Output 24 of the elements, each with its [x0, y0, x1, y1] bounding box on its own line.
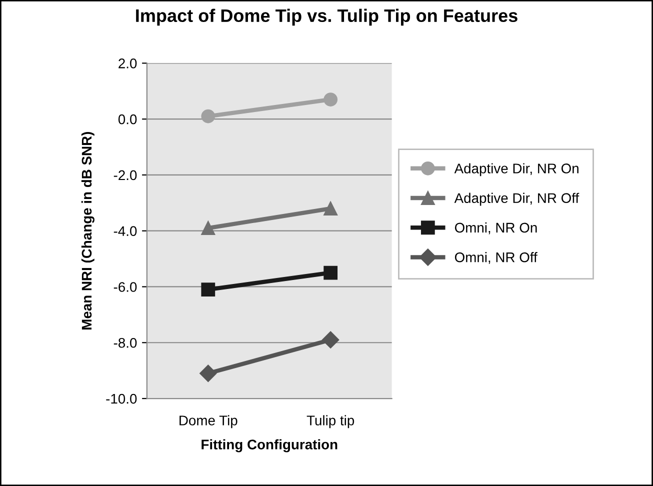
point: [201, 109, 216, 124]
point: [322, 331, 340, 348]
y-axis-title: Mean NRI (Change in dB SNR): [81, 132, 94, 330]
point: [201, 221, 216, 235]
legend-label: Omni, NR Off: [454, 252, 538, 264]
y-tick-label: 0.0: [118, 114, 137, 124]
x-tick-label: Dome Tip: [180, 415, 238, 428]
y-tick-label: -4.0: [114, 226, 137, 236]
legend-label: Adaptive Dir, NR On: [454, 163, 578, 176]
point: [324, 92, 338, 106]
y-tick-label: -6.0: [114, 282, 137, 292]
x-axis-title: Fitting Configuration: [202, 439, 338, 452]
point: [201, 282, 216, 296]
point: [324, 202, 338, 216]
x-tick-label: Tulip tip: [306, 415, 354, 428]
y-tick-label: -8.0: [114, 338, 137, 348]
y-tick-label: -2.0: [114, 170, 137, 180]
point: [200, 364, 217, 382]
legend-label: Adaptive Dir, NR Off: [454, 192, 580, 206]
y-tick-label: 2.0: [118, 58, 137, 68]
y-tick-label: -10.0: [106, 394, 137, 404]
chart-title: Impact of Dome Tip vs. Tulip Tip on Features: [136, 8, 518, 26]
legend-label: Omni, NR On: [454, 222, 537, 234]
point: [324, 266, 338, 280]
